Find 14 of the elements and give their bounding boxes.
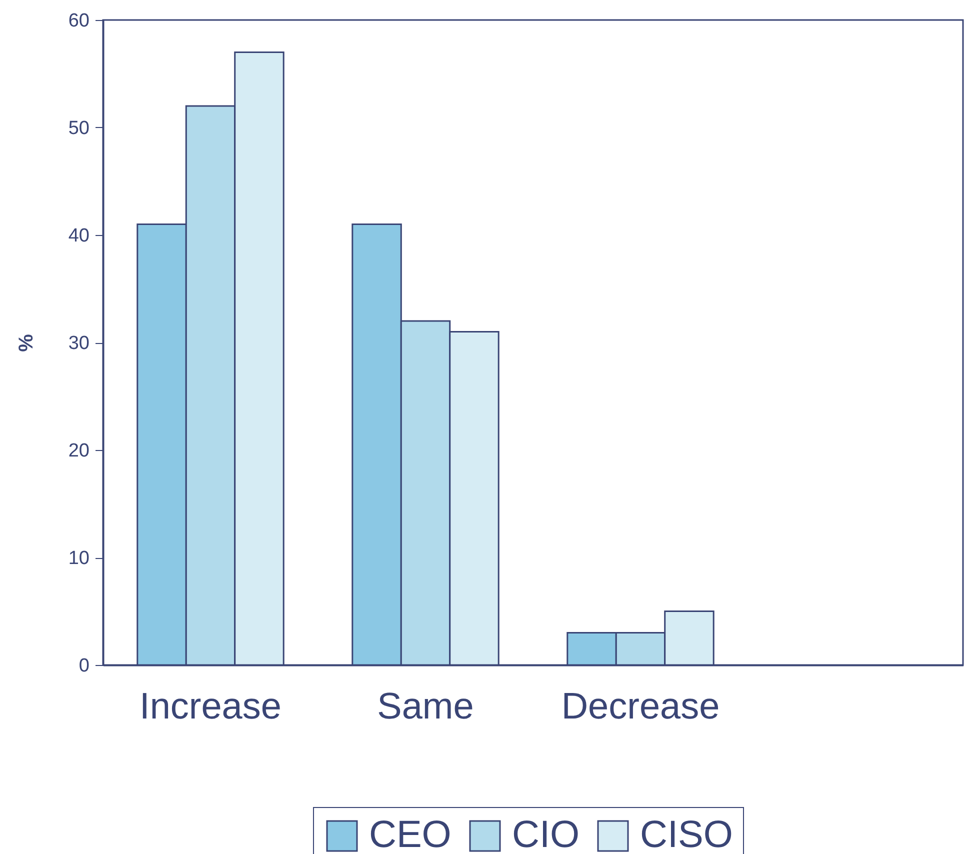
y-tick-label: 50 xyxy=(68,118,90,139)
y-tick-label: 60 xyxy=(68,10,90,32)
legend-label: CIO xyxy=(512,814,580,854)
x-tick-label: Same xyxy=(377,686,474,726)
y-tick-label: 10 xyxy=(68,548,90,569)
y-tick-label: 20 xyxy=(68,440,90,462)
legend-label: CEO xyxy=(369,814,452,854)
y-tick-label: 30 xyxy=(68,333,90,354)
y-axis-title: % xyxy=(15,334,38,352)
x-tick-label: Decrease xyxy=(561,686,720,726)
y-tick-label: 40 xyxy=(68,226,90,246)
legend-label: CISO xyxy=(640,814,733,854)
x-tick-label: Increase xyxy=(140,686,282,726)
y-tick-label: 0 xyxy=(78,656,90,676)
